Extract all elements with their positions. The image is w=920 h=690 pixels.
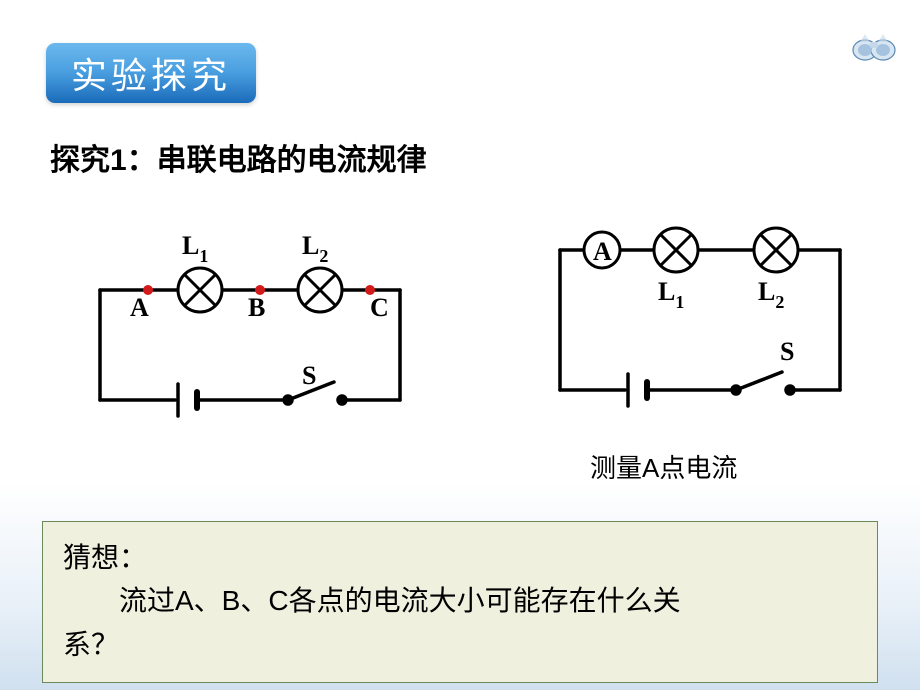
lamp-l2-label: L2: [302, 231, 328, 266]
switch-s-label: S: [302, 361, 316, 390]
diagram-area: A B C L1 L2 S: [0, 200, 920, 460]
investigation-title: 探究1：串联电路的电流规律: [50, 135, 427, 179]
hypothesis-label: 猜想：: [63, 542, 147, 573]
lamp-l1-label: L1: [182, 231, 208, 266]
binoculars-icon: [850, 28, 898, 64]
section-badge: 实验探究: [46, 43, 256, 103]
node-c-label: C: [370, 293, 389, 322]
section-badge-text: 实验探究: [71, 47, 231, 99]
node-b-label: B: [248, 293, 265, 322]
hypothesis-box: 猜想： 流过A、B、C各点的电流大小可能存在什么关 系？: [42, 521, 878, 683]
switch-r-label: S: [780, 337, 794, 366]
node-a-label: A: [130, 293, 149, 322]
slide: 实验探究 探究1：串联电路的电流规律: [0, 0, 920, 690]
right-circuit-caption: 测量A点电流: [590, 448, 737, 485]
circuit-left: A B C L1 L2 S: [70, 210, 430, 440]
hypothesis-question-b: 系？: [63, 629, 119, 660]
title-text: 串联电路的电流规律: [157, 144, 427, 177]
ammeter-label: A: [593, 237, 612, 266]
circuit-right: A L1 L2 S: [530, 200, 870, 430]
hypothesis-question-a: 流过A、B、C各点的电流大小可能存在什么关: [63, 579, 857, 622]
lamp-r1-label: L1: [658, 277, 684, 312]
lamp-r2-label: L2: [758, 277, 784, 312]
title-prefix: 探究1：: [50, 144, 157, 177]
